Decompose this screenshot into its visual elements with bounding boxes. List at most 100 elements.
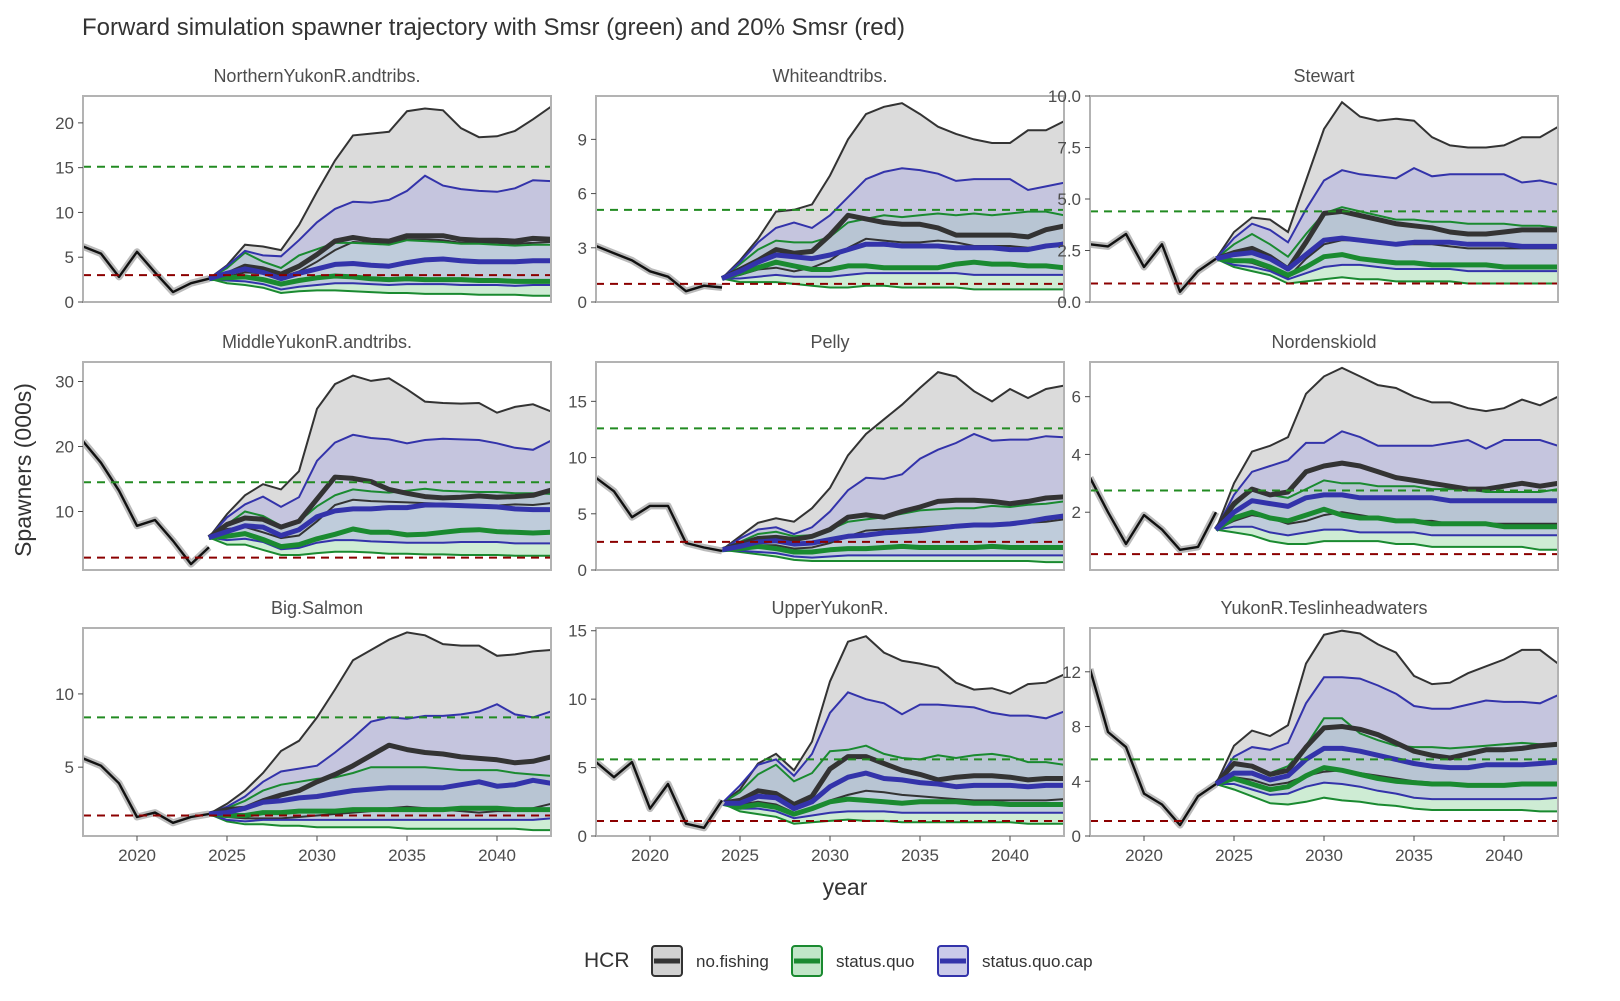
y-tick-label: 10 xyxy=(55,503,74,522)
median-status.quo xyxy=(208,273,551,287)
y-tick-label: 0 xyxy=(578,561,587,580)
bound-lo-status.quo.cap xyxy=(1216,781,1558,801)
legend-key-status.quo.cap xyxy=(937,945,969,977)
legend-title: HCR xyxy=(584,949,630,972)
median-status.quo.cap xyxy=(721,241,1064,281)
panel-border xyxy=(1089,361,1559,571)
observed-ribbon xyxy=(1090,668,1218,829)
median-no.fishing xyxy=(721,494,1064,553)
x-tick-label: 2035 xyxy=(1395,846,1433,865)
y-tick-label: 5 xyxy=(578,505,587,524)
bound-lo-status.quo xyxy=(208,536,551,557)
panel: Pelly 0 5 10 15 xyxy=(568,332,1065,580)
bound-hi-status.quo.cap xyxy=(721,691,1064,804)
y-tick-label: 7.5 xyxy=(1057,139,1081,158)
median-no.fishing xyxy=(720,212,1064,281)
legend-key-status.quo xyxy=(791,945,823,977)
bound-lo-status.quo.cap xyxy=(1215,257,1558,281)
x-tick-label: 2035 xyxy=(901,846,939,865)
panel-border xyxy=(595,361,1065,571)
bound-hi-status.quo xyxy=(208,766,551,815)
y-tick-label: 9 xyxy=(578,130,587,149)
median-status.quo xyxy=(208,526,551,550)
bound-hi-no.fishing xyxy=(1215,100,1558,260)
bound-hi-no.fishing xyxy=(208,374,551,539)
panel-title: Pelly xyxy=(810,332,849,352)
bound-lo-status.quo xyxy=(208,277,551,297)
median-status.quo xyxy=(208,805,551,818)
bound-lo-status.quo xyxy=(721,277,1064,291)
panel-plot xyxy=(1090,100,1558,296)
y-tick-label: 3 xyxy=(578,239,587,258)
bound-hi-status.quo xyxy=(208,487,551,539)
bound-hi-status.quo.cap xyxy=(1215,430,1558,531)
panel-border xyxy=(82,361,552,571)
median-status.quo.cap xyxy=(722,770,1064,812)
bound-hi-status.quo xyxy=(1215,206,1558,260)
y-tick-label: 10 xyxy=(55,203,74,222)
panel-title: Big.Salmon xyxy=(271,598,363,618)
legend-key-no.fishing xyxy=(651,945,683,977)
median-no.fishing xyxy=(721,754,1064,807)
observed-ribbon xyxy=(83,439,212,568)
panel-plot xyxy=(83,105,551,297)
panel: Nordenskiold 2 4 6 xyxy=(1072,332,1559,571)
panel-title: Stewart xyxy=(1293,66,1354,86)
x-tick-label: 2020 xyxy=(118,846,156,865)
observed-line xyxy=(1090,477,1218,551)
y-tick-label: 10.0 xyxy=(1048,87,1081,106)
y-tick-label: 15 xyxy=(55,159,74,178)
y-tick-label: 5 xyxy=(65,758,74,777)
y-tick-label: 4 xyxy=(1072,772,1081,791)
y-tick-label: 5 xyxy=(578,759,587,778)
panel-title: NorthernYukonR.andtribs. xyxy=(213,66,420,86)
y-tick-label: 0 xyxy=(1072,827,1081,846)
panel-border xyxy=(595,95,1065,303)
observed-line xyxy=(1090,668,1217,827)
bound-hi-no.fishing xyxy=(721,371,1064,551)
x-tick-label: 2035 xyxy=(388,846,426,865)
y-tick-label: 10 xyxy=(568,449,587,468)
median-status.quo xyxy=(1214,506,1558,532)
panel: Stewart 0.0 2.5 5.0 7.5 10.0 xyxy=(1048,66,1559,312)
median-status.quo.cap xyxy=(1214,492,1558,532)
bound-hi-status.quo.cap xyxy=(1215,166,1558,260)
observed-line xyxy=(83,440,210,566)
bound-lo-status.quo.cap xyxy=(208,277,551,291)
x-tick-label: 2040 xyxy=(478,846,516,865)
legend-label: no.fishing xyxy=(696,952,769,971)
bound-hi-no.fishing xyxy=(721,635,1064,804)
y-tick-label: 15 xyxy=(568,622,587,641)
bound-hi-status.quo.cap xyxy=(208,703,551,815)
bound-hi-status.quo xyxy=(721,210,1064,280)
bound-hi-no.fishing xyxy=(721,102,1064,280)
y-tick-label: 20 xyxy=(55,438,74,457)
y-tick-label: 8 xyxy=(1072,718,1081,737)
y-tick-label: 12 xyxy=(1062,663,1081,682)
bound-lo-no.fishing xyxy=(721,237,1064,280)
panel-title: Nordenskiold xyxy=(1271,332,1376,352)
bound-lo-status.quo.cap xyxy=(208,813,551,823)
x-tick-label: 2040 xyxy=(1485,846,1523,865)
panel: UpperYukonR. 0 5 10 15 2020 2025 2030 2035 2040 xyxy=(568,598,1065,865)
bound-lo-status.quo xyxy=(721,548,1064,564)
bound-lo-status.quo.cap xyxy=(721,548,1064,559)
bound-hi-status.quo.cap xyxy=(208,174,551,280)
bound-hi-status.quo.cap xyxy=(1215,676,1558,785)
y-tick-label: 0 xyxy=(578,827,587,846)
panel-plot xyxy=(596,635,1064,832)
y-tick-label: 30 xyxy=(55,373,74,392)
bound-lo-status.quo xyxy=(1215,528,1558,551)
panel-title: YukonR.Teslinheadwaters xyxy=(1220,598,1427,618)
bound-hi-no.fishing xyxy=(1215,629,1558,785)
y-tick-label: 5 xyxy=(65,248,74,267)
bound-lo-status.quo.cap xyxy=(722,272,1064,280)
x-tick-label: 2025 xyxy=(208,846,246,865)
bound-hi-status.quo.cap xyxy=(208,433,551,539)
y-tick-label: 0.0 xyxy=(1057,293,1081,312)
y-tick-label: 6 xyxy=(1072,388,1081,407)
y-tick-label: 10 xyxy=(55,685,74,704)
panel: Big.Salmon 5 10 2020 2025 2030 2035 2040 xyxy=(55,598,552,865)
x-tick-label: 2020 xyxy=(631,846,669,865)
x-tick-label: 2025 xyxy=(721,846,759,865)
